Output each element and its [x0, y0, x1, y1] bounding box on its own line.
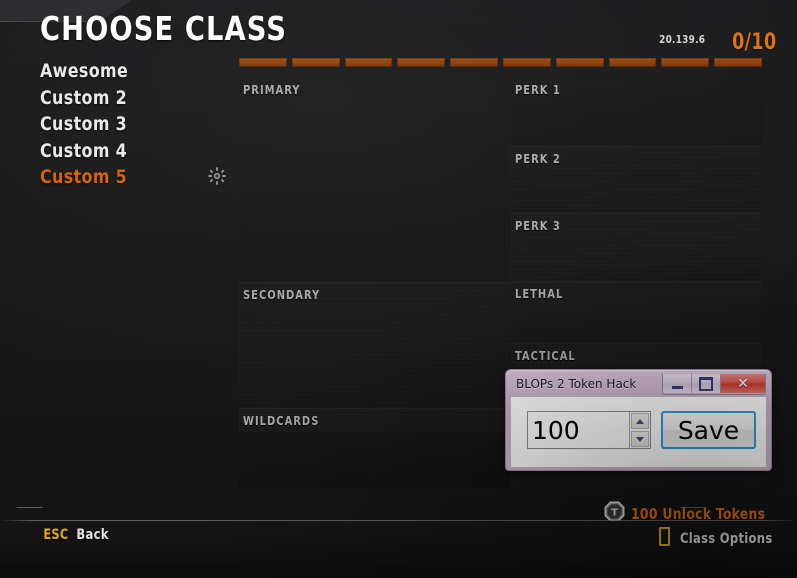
loadout-slot-secondary[interactable]: SECONDARY — [239, 282, 510, 408]
wildcard-cells — [239, 431, 510, 487]
loadout-segment — [239, 58, 287, 67]
close-icon[interactable]: ✕ — [720, 374, 765, 393]
minimize-icon[interactable] — [663, 374, 691, 393]
loadout-segment — [661, 58, 710, 67]
dialog-titlebar[interactable]: BLOPs 2 Token Hack ✕ — [510, 374, 767, 396]
back-hint[interactable]: ESC Back — [42, 527, 110, 543]
wildcard-cell[interactable] — [239, 431, 374, 487]
class-list: Awesome Custom 2 Custom 3 Custom 4 Custo… — [40, 58, 220, 191]
token-hack-dialog[interactable]: BLOPs 2 Token Hack ✕ Save — [505, 369, 772, 471]
class-list-item-2[interactable]: Custom 3 — [40, 113, 128, 136]
class-options-hint[interactable]: Class Options — [659, 527, 777, 547]
back-hint-label: Back — [76, 527, 109, 543]
button-key-icon — [659, 527, 671, 546]
loadout-segment — [555, 58, 604, 67]
loading-spinner-icon — [208, 167, 226, 185]
class-counter: 0/10 — [732, 30, 777, 55]
loadout-slot-perk-2[interactable]: PERK 2 — [511, 146, 762, 213]
loadout-slot-value — [511, 78, 762, 146]
loadout-segment — [397, 58, 446, 67]
window-controls: ✕ — [662, 374, 766, 395]
class-list-item-4[interactable]: Custom 5 — [40, 166, 128, 189]
loadout-column-left: PRIMARY SECONDARY WILDCARDS — [239, 78, 510, 487]
class-list-item-1[interactable]: Custom 2 — [40, 86, 128, 109]
token-amount-input[interactable] — [528, 412, 629, 448]
dialog-title: BLOPs 2 Token Hack — [516, 377, 637, 391]
loadout-progress-bar — [239, 58, 762, 67]
dialog-client-area: Save — [510, 396, 767, 468]
class-options-label: Class Options — [680, 531, 773, 547]
loadout-slot-label: PERK 2 — [515, 152, 561, 166]
loadout-slot-label: PERK 3 — [515, 219, 561, 233]
wildcard-cell[interactable] — [375, 431, 510, 487]
loadout-slot-value — [239, 283, 510, 408]
save-button[interactable]: Save — [661, 411, 756, 449]
loadout-segment — [502, 58, 551, 67]
unlock-tokens: T 100 Unlock Tokens — [604, 501, 777, 527]
loadout-slot-label: SECONDARY — [243, 288, 321, 302]
unlock-token-icon: T — [604, 501, 625, 527]
stepper-up-icon[interactable] — [631, 413, 649, 429]
loadout-slot-label: PERK 1 — [515, 83, 561, 97]
page-title: CHOOSE CLASS — [40, 9, 287, 48]
loadout-segment — [344, 58, 393, 67]
svg-text:T: T — [611, 508, 618, 519]
loadout-slot-label: TACTICAL — [515, 349, 576, 363]
loadout-slot-primary[interactable]: PRIMARY — [239, 78, 510, 282]
loadout-slot-value — [511, 147, 762, 213]
loadout-slot-value — [239, 78, 510, 282]
loadout-slot-label: WILDCARDS — [243, 414, 320, 428]
bottom-bar — [0, 521, 797, 578]
build-version: 20.139.6 — [658, 33, 705, 46]
class-list-item-0[interactable]: Awesome — [40, 60, 129, 82]
loadout-segment — [714, 58, 762, 67]
loadout-slot-lethal[interactable]: LETHAL — [511, 281, 762, 343]
loadout-segment — [291, 58, 340, 67]
loadout-slot-value — [511, 214, 762, 281]
loadout-slot-wildcards[interactable]: WILDCARDS — [239, 408, 510, 487]
loadout-slot-label: LETHAL — [515, 287, 564, 301]
loadout-segment — [608, 58, 657, 67]
bottom-divider — [0, 520, 797, 521]
stepper-down-icon[interactable] — [631, 431, 649, 447]
loadout-slot-label: PRIMARY — [243, 83, 301, 97]
corner-accent — [0, 0, 132, 22]
class-list-item-3[interactable]: Custom 4 — [40, 139, 128, 162]
stepper-buttons — [629, 412, 650, 448]
loadout-segment — [450, 58, 498, 67]
loadout-slot-value — [511, 282, 762, 343]
loadout-slot-perk-1[interactable]: PERK 1 — [511, 78, 762, 146]
unlock-tokens-label: 100 Unlock Tokens — [631, 505, 766, 523]
maximize-icon[interactable] — [691, 374, 720, 393]
esc-key-badge: ESC — [43, 527, 69, 543]
loadout-slot-perk-3[interactable]: PERK 3 — [511, 213, 762, 281]
token-amount-stepper[interactable] — [527, 411, 651, 449]
